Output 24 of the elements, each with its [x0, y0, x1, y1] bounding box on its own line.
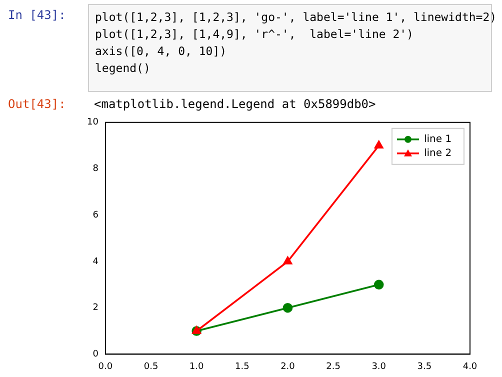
y-tick-label: 6: [92, 210, 99, 220]
x-tick-label: 1.0: [189, 362, 204, 372]
x-tick-label: 3.0: [372, 362, 386, 372]
y-tick-label: 0: [92, 350, 99, 360]
text: Out[43]:: [8, 97, 66, 111]
x-tick-label: 2.5: [326, 362, 340, 372]
legend-label: line 2: [424, 148, 452, 159]
text: plot([1,2,3], [1,4,9], 'r^-', label='line 2'): [95, 26, 414, 43]
y-tick-label: 2: [92, 303, 98, 314]
x-tick-label: 4.0: [462, 362, 478, 372]
x-tick-label: 2.0: [280, 362, 296, 372]
x-tick-label: 0.5: [144, 362, 158, 372]
text: legend(): [95, 60, 152, 77]
x-tick-label: 0.0: [98, 362, 113, 372]
text: plot([1,2,3], [1,2,3], 'go-', label='line 1', linewidth=2): [95, 9, 497, 26]
text: axis([0, 4, 0, 10]): [95, 43, 228, 60]
text: In [43]:: [8, 8, 66, 22]
y-tick-label: 4: [92, 256, 99, 267]
x-tick-label: 1.5: [234, 362, 250, 372]
y-tick-label: 10: [87, 118, 99, 128]
y-tick-label: 8: [92, 164, 99, 174]
legend-label: line 1: [424, 134, 452, 145]
text: <matplotlib.legend.Legend at 0x5899db0>: [94, 97, 376, 111]
x-tick-label: 3.5: [417, 362, 432, 372]
